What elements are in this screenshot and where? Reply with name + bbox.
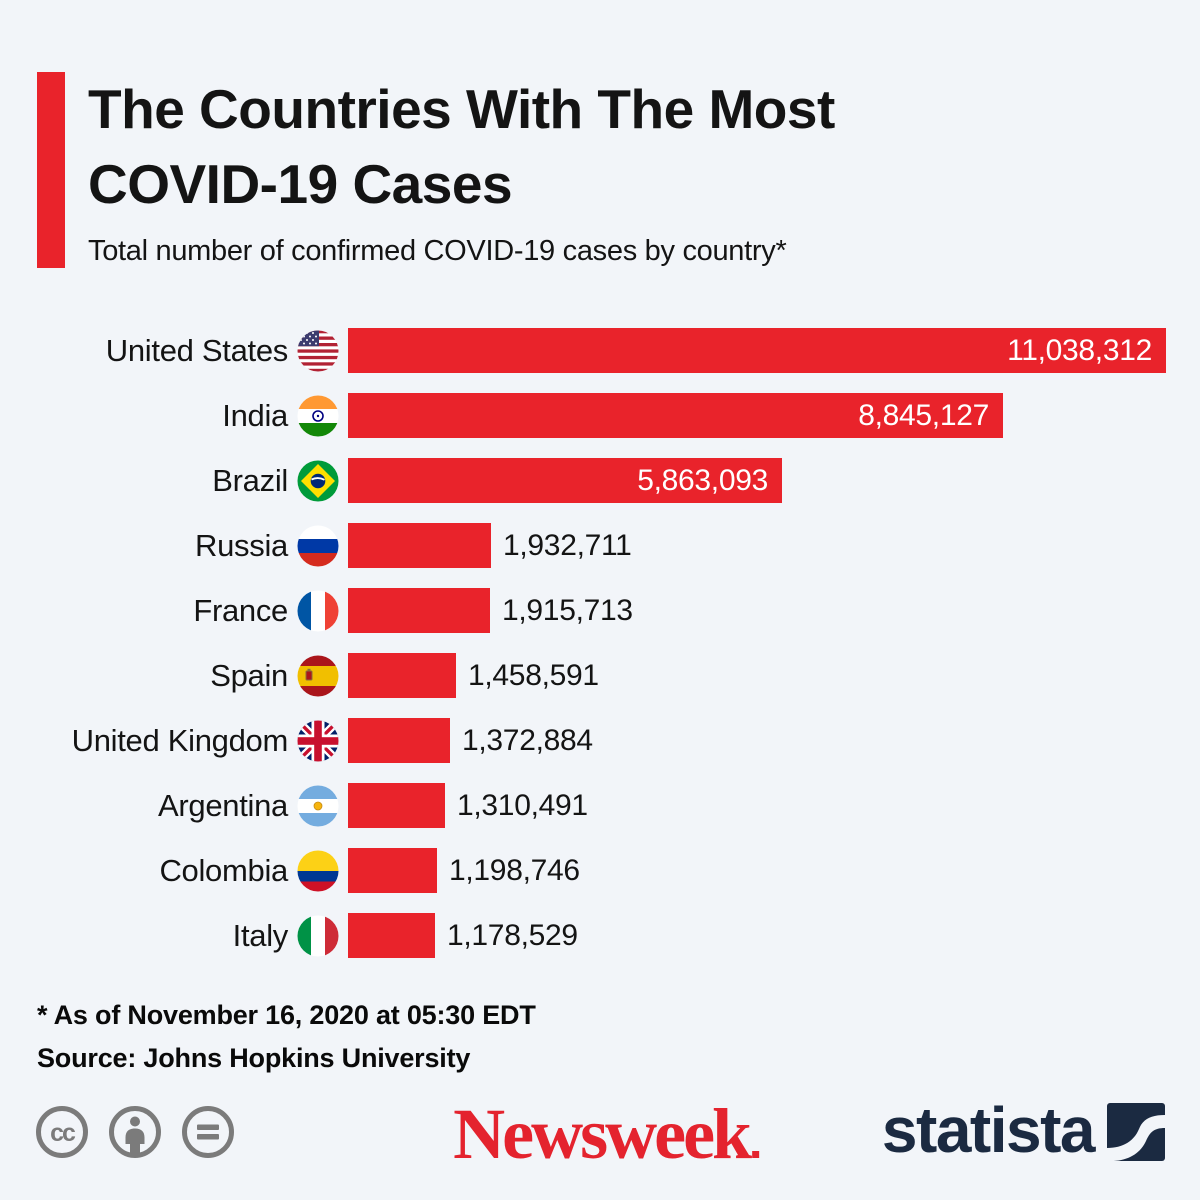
value-label: 1,915,713	[502, 593, 633, 627]
title-line-1: The Countries With The Most	[88, 78, 835, 140]
country-label: France	[193, 592, 288, 628]
title-block: The Countries With The Most COVID-19 Case…	[88, 72, 835, 268]
value-label: 5,863,093	[637, 463, 768, 497]
bar-area: 1,915,713	[348, 588, 1200, 633]
country-label: Italy	[232, 917, 289, 953]
value-label: 1,310,491	[457, 788, 588, 822]
chart-row: United Kingdom 1,372,884	[0, 718, 1200, 763]
country-label: Russia	[195, 527, 288, 563]
country-label: Colombia	[159, 852, 288, 888]
flag-france-icon	[297, 590, 339, 632]
source-note: Source: Johns Hopkins University	[37, 1043, 471, 1073]
statista-wordmark: statista	[881, 1094, 1096, 1166]
flag-india-icon	[297, 395, 339, 437]
chart-row: Brazil 5,863,093	[0, 458, 1200, 503]
cc-nd-equals-icon	[181, 1105, 235, 1164]
bar: 8,845,127	[348, 393, 1003, 438]
bar	[348, 783, 445, 828]
newsweek-logo: Newsweek	[453, 1094, 760, 1174]
country-label: United Kingdom	[71, 722, 289, 758]
country-label: Brazil	[212, 462, 288, 498]
value-label: 1,458,591	[468, 658, 599, 692]
page-title: The Countries With The Most COVID-19 Case…	[88, 72, 835, 222]
cc-by-person-icon	[108, 1105, 162, 1164]
bar-area: 1,198,746	[348, 848, 1200, 893]
value-label: 8,845,127	[858, 398, 989, 432]
bar: 5,863,093	[348, 458, 782, 503]
asterisk-note: * As of November 16, 2020 at 05:30 EDT	[37, 1000, 536, 1030]
chart-row: Colombia 1,198,746	[0, 848, 1200, 893]
bar-area: 1,932,711	[348, 523, 1200, 568]
newsweek-dot-icon	[752, 1151, 760, 1158]
value-label: 1,372,884	[462, 723, 593, 757]
footnotes: * As of November 16, 2020 at 05:30 EDT S…	[37, 994, 1200, 1080]
chart-subtitle: Total number of confirmed COVID-19 cases…	[88, 235, 787, 267]
chart-row: France 1,915,713	[0, 588, 1200, 633]
flag-argentina-icon	[297, 785, 339, 827]
flag-russia-icon	[297, 525, 339, 567]
bar	[348, 653, 456, 698]
country-label: India	[222, 397, 288, 433]
bar	[348, 718, 450, 763]
flag-spain-icon	[297, 655, 339, 697]
value-label: 1,198,746	[449, 853, 580, 887]
brand-row: cc Newsweek statista	[35, 1098, 1165, 1170]
statista-logo: statista	[882, 1098, 1165, 1166]
country-label: Argentina	[157, 787, 288, 823]
header: The Countries With The Most COVID-19 Case…	[0, 0, 1200, 268]
bar	[348, 523, 491, 568]
bar-area: 1,458,591	[348, 653, 1200, 698]
flag-united-states-icon	[297, 330, 339, 372]
bar	[348, 848, 437, 893]
chart-row: Italy 1,178,529	[0, 913, 1200, 958]
chart-row: United States 11,038,312	[0, 328, 1200, 373]
bar-area: 1,310,491	[348, 783, 1200, 828]
flag-brazil-icon	[297, 460, 339, 502]
value-label: 1,932,711	[503, 528, 632, 562]
chart-row: Spain 1,458,591	[0, 653, 1200, 698]
chart: United States 11,038,312 India 8,845,127 Bra…	[0, 328, 1200, 958]
cc-icon: cc	[35, 1105, 89, 1164]
statista-logo-icon	[1107, 1102, 1165, 1166]
bar	[348, 588, 490, 633]
newsweek-wordmark: Newsweek	[453, 1094, 752, 1174]
title-accent-bar	[37, 72, 65, 268]
bar-area: 5,863,093	[348, 458, 1200, 503]
bar-area: 1,372,884	[348, 718, 1200, 763]
title-line-2: COVID-19 Cases	[88, 153, 513, 215]
bar-area: 8,845,127	[348, 393, 1200, 438]
bar: 11,038,312	[348, 328, 1166, 373]
cc-license-group: cc	[35, 1105, 235, 1164]
country-label: Spain	[210, 657, 288, 693]
flag-united-kingdom-icon	[297, 720, 339, 762]
svg-text:cc: cc	[50, 1119, 76, 1147]
flag-colombia-icon	[297, 850, 339, 892]
chart-row: Russia 1,932,711	[0, 523, 1200, 568]
country-label: United States	[105, 332, 289, 368]
flag-italy-icon	[297, 915, 339, 957]
bar-area: 11,038,312	[348, 328, 1200, 373]
chart-row: Argentina 1,310,491	[0, 783, 1200, 828]
chart-row: India 8,845,127	[0, 393, 1200, 438]
bar	[348, 913, 435, 958]
value-label: 11,038,312	[1007, 333, 1152, 367]
value-label: 1,178,529	[447, 918, 578, 952]
bar-area: 1,178,529	[348, 913, 1200, 958]
